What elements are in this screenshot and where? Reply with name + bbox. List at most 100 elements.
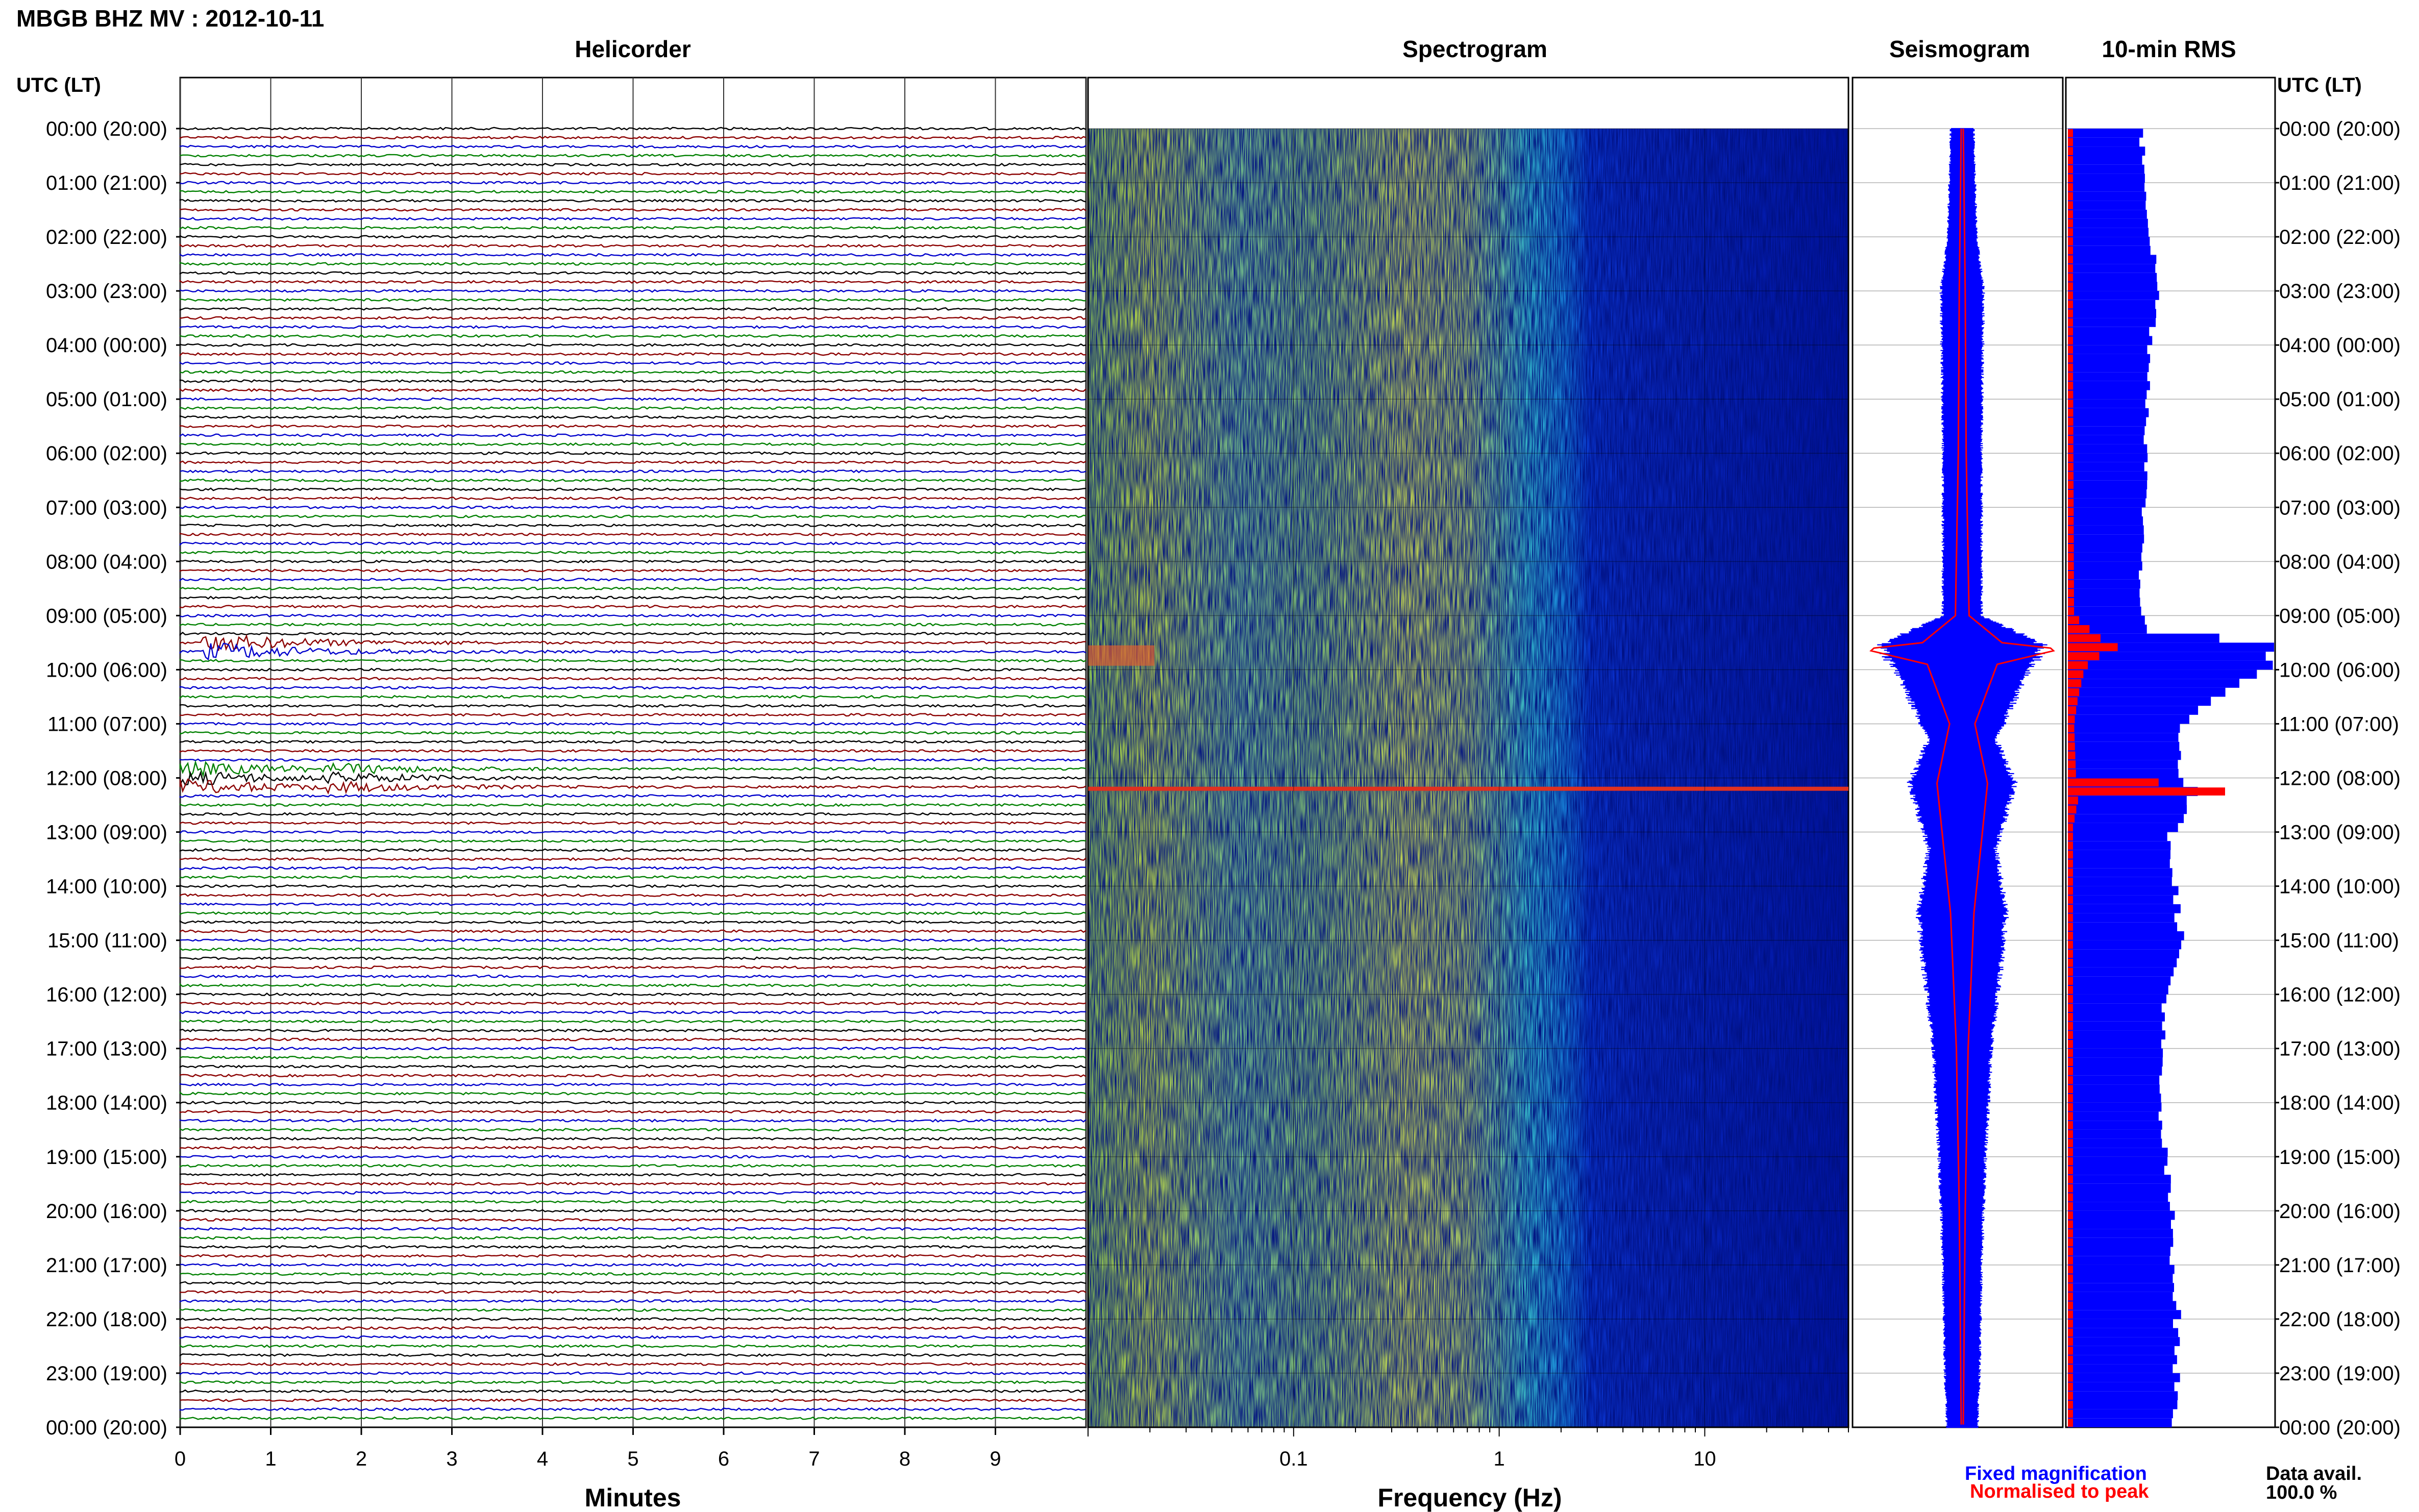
helicorder-trace <box>179 514 1087 518</box>
rms-fixed-bar <box>2068 1409 2173 1419</box>
helicorder-trace <box>179 1290 1087 1294</box>
helicorder-trace <box>179 559 1087 563</box>
rms-fixed-bar <box>2068 137 2140 147</box>
rms-normalised-bar <box>2068 562 2074 570</box>
rms-fixed-bar <box>2068 552 2141 562</box>
helicorder-trace <box>179 478 1087 482</box>
helicorder-x-tick-label: 2 <box>356 1448 367 1470</box>
seismogram-panel <box>1852 77 2064 1428</box>
rms-normalised-bar <box>2068 1265 2073 1274</box>
rms-normalised-bar <box>2068 1031 2073 1039</box>
helicorder-trace <box>179 623 1087 627</box>
rms-fixed-bar <box>2068 534 2144 543</box>
rms-fixed-bar <box>2068 1364 2173 1373</box>
rms-normalised-bar <box>2068 1193 2073 1202</box>
helicorder-trace <box>179 667 1087 672</box>
rms-normalised-bar <box>2068 1292 2073 1301</box>
helicorder-trace <box>179 1353 1087 1357</box>
rms-normalised-bar <box>2068 1229 2073 1237</box>
rms-fixed-bar <box>2068 1382 2175 1392</box>
rms-normalised-bar <box>2068 814 2075 823</box>
seismogram-normalised-series <box>1869 128 1962 1425</box>
rms-normalised-bar <box>2068 923 2073 931</box>
rms-fixed-bar <box>2068 1030 2165 1039</box>
helicorder-trace <box>179 307 1087 311</box>
helicorder-trace <box>180 1398 1087 1402</box>
helicorder-trace <box>179 352 1087 357</box>
time-label: 21:00 (17:00) <box>2279 1254 2401 1277</box>
rms-normalised-bar <box>2068 526 2074 534</box>
helicorder-x-tick-label: 5 <box>627 1448 638 1470</box>
rms-fixed-bar <box>2068 282 2158 291</box>
helicorder-trace <box>179 171 1087 176</box>
helicorder-trace <box>179 551 1087 555</box>
rms-fixed-bar <box>2068 1067 2162 1076</box>
helicorder-trace <box>179 866 1087 870</box>
helicorder-trace <box>179 379 1087 383</box>
time-label: 04:00 (00:00) <box>2279 334 2401 357</box>
time-label: 12:00 (08:00) <box>46 767 167 789</box>
rms-fixed-bar <box>2068 814 2184 823</box>
time-label: 07:00 (03:00) <box>2279 497 2401 519</box>
time-label: 23:00 (19:00) <box>2279 1362 2401 1385</box>
rms-fixed-bar <box>2068 129 2143 138</box>
helicorder-trace <box>179 722 1087 726</box>
helicorder-trace <box>179 778 1087 795</box>
helicorder-trace <box>179 1317 1087 1321</box>
spectrogram-title: Spectrogram <box>1402 36 1547 62</box>
rms-fixed-bar <box>2068 191 2146 201</box>
rms-normalised-bar <box>2068 787 2225 796</box>
time-label: 06:00 (02:00) <box>2279 442 2401 465</box>
rms-normalised-bar <box>2068 1175 2073 1183</box>
rms-normalised-bar <box>2068 1211 2073 1220</box>
helicorder-x-axis: 0 1 2 3 4 5 6 7 8 9 <box>175 1427 1001 1470</box>
helicorder-trace <box>179 217 1087 221</box>
rms-fixed-bar <box>2068 237 2150 246</box>
helicorder-trace <box>179 487 1087 491</box>
rms-panel <box>2065 77 2276 1428</box>
rms-normalised-bar <box>2068 598 2074 606</box>
helicorder-trace <box>179 1218 1087 1222</box>
rms-normalised-bar <box>2068 1130 2073 1138</box>
rms-fixed-bar <box>2068 940 2182 950</box>
rms-fixed-bar <box>2068 1229 2173 1238</box>
helicorder-trace <box>179 451 1087 456</box>
helicorder-trace <box>179 523 1087 528</box>
helicorder-trace <box>179 1416 1087 1420</box>
time-labels-right: 00:00 (20:00) 01:00 (21:00) 02:00 (22:00) 0… <box>2279 118 2401 1439</box>
helicorder-trace <box>179 938 1087 943</box>
helicorder-trace <box>179 497 1087 501</box>
rms-fixed-bar <box>2068 832 2167 841</box>
rms-normalised-bar <box>2068 742 2075 751</box>
helicorder-trace <box>179 253 1087 257</box>
helicorder-trace <box>179 1037 1087 1042</box>
rms-fixed-bar <box>2068 1355 2177 1365</box>
rms-normalised-bar <box>2068 336 2073 345</box>
rms-fixed-bar <box>2068 453 2148 462</box>
helicorder-trace <box>179 604 1087 609</box>
helicorder-trace <box>179 568 1087 573</box>
helicorder-x-tick-label: 4 <box>537 1448 548 1470</box>
rms-normalised-bar <box>2068 444 2074 453</box>
helicorder-trace <box>179 812 1087 816</box>
rms-normalised-bar <box>2068 1400 2073 1409</box>
helicorder-x-tick-label: 6 <box>718 1448 729 1470</box>
helicorder-trace <box>179 1200 1087 1204</box>
helicorder-trace <box>179 731 1087 735</box>
helicorder-trace <box>179 821 1087 825</box>
rms-normalised-bar <box>2068 940 2073 949</box>
rms-normalised-bar <box>2068 1184 2073 1193</box>
rms-fixed-bar <box>2068 1202 2170 1211</box>
rms-normalised-bar <box>2068 931 2073 940</box>
rms-fixed-bar <box>2068 336 2153 345</box>
rms-fixed-bar <box>2068 1319 2173 1328</box>
helicorder-panel: 0 1 2 3 4 5 6 7 8 9 Minutes <box>175 77 1087 1512</box>
rms-normalised-bar <box>2068 1319 2073 1328</box>
helicorder-trace <box>179 1109 1087 1113</box>
data-avail-label: Data avail. <box>2266 1463 2362 1484</box>
rms-fixed-bar <box>2068 733 2179 742</box>
rms-fixed-bar <box>2068 327 2150 336</box>
helicorder-trace <box>179 1010 1086 1014</box>
rms-normalised-bar <box>2068 896 2073 904</box>
